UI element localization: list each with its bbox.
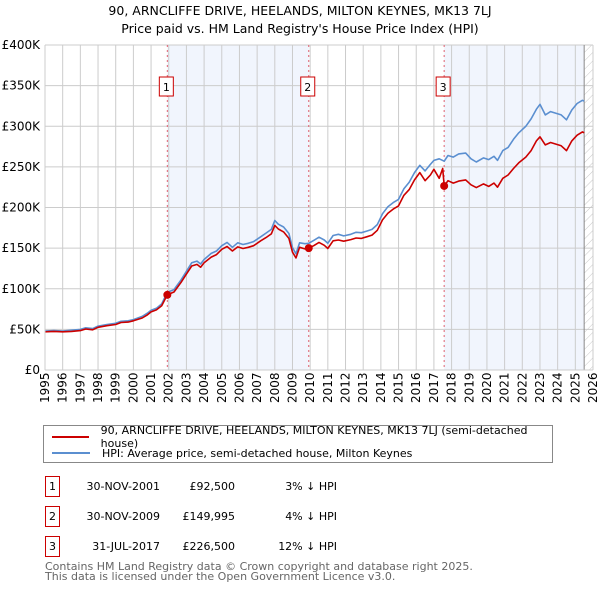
x-tick-label: 1999 bbox=[109, 372, 123, 403]
y-tick-label: £300K bbox=[2, 119, 42, 133]
chart-title: 90, ARNCLIFFE DRIVE, HEELANDS, MILTON KE… bbox=[108, 3, 492, 18]
x-tick-label: 2012 bbox=[339, 372, 353, 403]
sale-row: 2 30-NOV-2009 £149,995 4% ↓ HPI bbox=[0, 506, 600, 528]
x-tick-label: 2002 bbox=[162, 372, 176, 403]
legend-item-property: 90, ARNCLIFFE DRIVE, HEELANDS, MILTON KE… bbox=[44, 424, 552, 450]
x-tick-label: 1997 bbox=[73, 372, 87, 403]
series-line-property bbox=[44, 131, 585, 333]
x-tick-label: 2006 bbox=[232, 372, 246, 403]
y-tick-label: £400K bbox=[2, 38, 42, 52]
sale-row: 3 31-JUL-2017 £226,500 12% ↓ HPI bbox=[0, 536, 600, 558]
x-tick-label: 2025 bbox=[568, 372, 582, 403]
sale-date: 30-NOV-2009 bbox=[86, 510, 160, 523]
x-tick-label: 1995 bbox=[38, 372, 52, 403]
x-tick-label: 2004 bbox=[197, 372, 211, 403]
x-tick-label: 2000 bbox=[126, 372, 140, 403]
x-tick-label: 2015 bbox=[392, 372, 406, 403]
sale-hpi-diff: 4% ↓ HPI bbox=[285, 510, 337, 523]
y-tick-label: £50K bbox=[9, 322, 41, 336]
y-tick-label: £250K bbox=[2, 160, 42, 174]
chart-subtitle: Price paid vs. HM Land Registry's House … bbox=[121, 21, 479, 36]
sale-hpi-diff: 12% ↓ HPI bbox=[278, 540, 337, 553]
x-tick-label: 2008 bbox=[268, 372, 282, 403]
x-tick-label: 2014 bbox=[374, 372, 388, 403]
x-tick-label: 2022 bbox=[515, 372, 529, 403]
x-tick-label: 2018 bbox=[445, 372, 459, 403]
x-tick-label: 2019 bbox=[462, 372, 476, 403]
legend: 90, ARNCLIFFE DRIVE, HEELANDS, MILTON KE… bbox=[43, 424, 553, 463]
legend-swatch-property bbox=[52, 436, 89, 438]
sale-point bbox=[163, 290, 172, 299]
y-tick-label: £350K bbox=[2, 79, 42, 93]
x-tick-label: 2024 bbox=[551, 372, 565, 403]
x-tick-label: 2005 bbox=[215, 372, 229, 403]
attribution-line-2: This data is licensed under the Open Gov… bbox=[45, 570, 396, 583]
sale-row: 1 30-NOV-2001 £92,500 3% ↓ HPI bbox=[0, 476, 600, 498]
sale-label-number: 1 bbox=[163, 81, 170, 94]
x-tick-label: 2010 bbox=[303, 372, 317, 403]
x-tick-label: 1998 bbox=[91, 372, 105, 403]
sale-label-number: 3 bbox=[440, 81, 447, 94]
x-tick-label: 2017 bbox=[427, 372, 441, 403]
sale-date: 31-JUL-2017 bbox=[92, 540, 160, 553]
x-tick-label: 2013 bbox=[356, 372, 370, 403]
sale-label-number: 2 bbox=[304, 81, 311, 94]
x-tick-label: 2007 bbox=[250, 372, 264, 403]
x-tick-label: 2026 bbox=[586, 372, 600, 403]
price-chart: 1 2 3 £0 £50K £100K £150K £200K £250K £300K £350K… bbox=[2, 38, 600, 403]
sale-price: £92,500 bbox=[189, 480, 236, 493]
x-tick-label: 2021 bbox=[498, 372, 512, 403]
sale-number-badge: 2 bbox=[45, 506, 60, 527]
sale-date: 30-NOV-2001 bbox=[86, 480, 160, 493]
forecast-hatch bbox=[584, 45, 593, 370]
sale-number-badge: 3 bbox=[45, 536, 60, 557]
sale-price: £226,500 bbox=[182, 540, 236, 553]
legend-item-hpi: HPI: Average price, semi-detached house,… bbox=[44, 445, 412, 461]
sale-price: £149,995 bbox=[182, 510, 236, 523]
sale-number-badge: 1 bbox=[45, 476, 60, 497]
x-tick-label: 2020 bbox=[480, 372, 494, 403]
attribution-line-1: Contains HM Land Registry data © Crown c… bbox=[45, 560, 473, 573]
x-tick-label: 2001 bbox=[144, 372, 158, 403]
series-line-hpi bbox=[44, 99, 585, 332]
sale-label-box bbox=[300, 76, 316, 97]
sale-point bbox=[304, 244, 313, 253]
legend-swatch-hpi bbox=[52, 452, 90, 454]
x-tick-label: 1996 bbox=[56, 372, 70, 403]
x-tick-label: 2011 bbox=[321, 372, 335, 403]
attribution: Contains HM Land Registry data © Crown c… bbox=[45, 560, 473, 583]
x-tick-label: 2023 bbox=[533, 372, 547, 403]
y-tick-label: £150K bbox=[2, 241, 42, 255]
sale-point bbox=[440, 181, 449, 190]
legend-label-hpi: HPI: Average price, semi-detached house,… bbox=[102, 446, 413, 460]
y-tick-label: £100K bbox=[2, 282, 42, 296]
y-tick-label: £0 bbox=[25, 363, 40, 377]
x-tick-label: 2016 bbox=[409, 372, 423, 403]
sale-hpi-diff: 3% ↓ HPI bbox=[285, 480, 337, 493]
sale-label-box bbox=[158, 76, 174, 97]
legend-label-property: 90, ARNCLIFFE DRIVE, HEELANDS, MILTON KE… bbox=[100, 424, 528, 450]
y-tick-label: £200K bbox=[2, 201, 42, 215]
x-tick-label: 2009 bbox=[285, 372, 299, 403]
sale-label-box bbox=[435, 76, 451, 97]
x-tick-label: 2003 bbox=[179, 372, 193, 403]
